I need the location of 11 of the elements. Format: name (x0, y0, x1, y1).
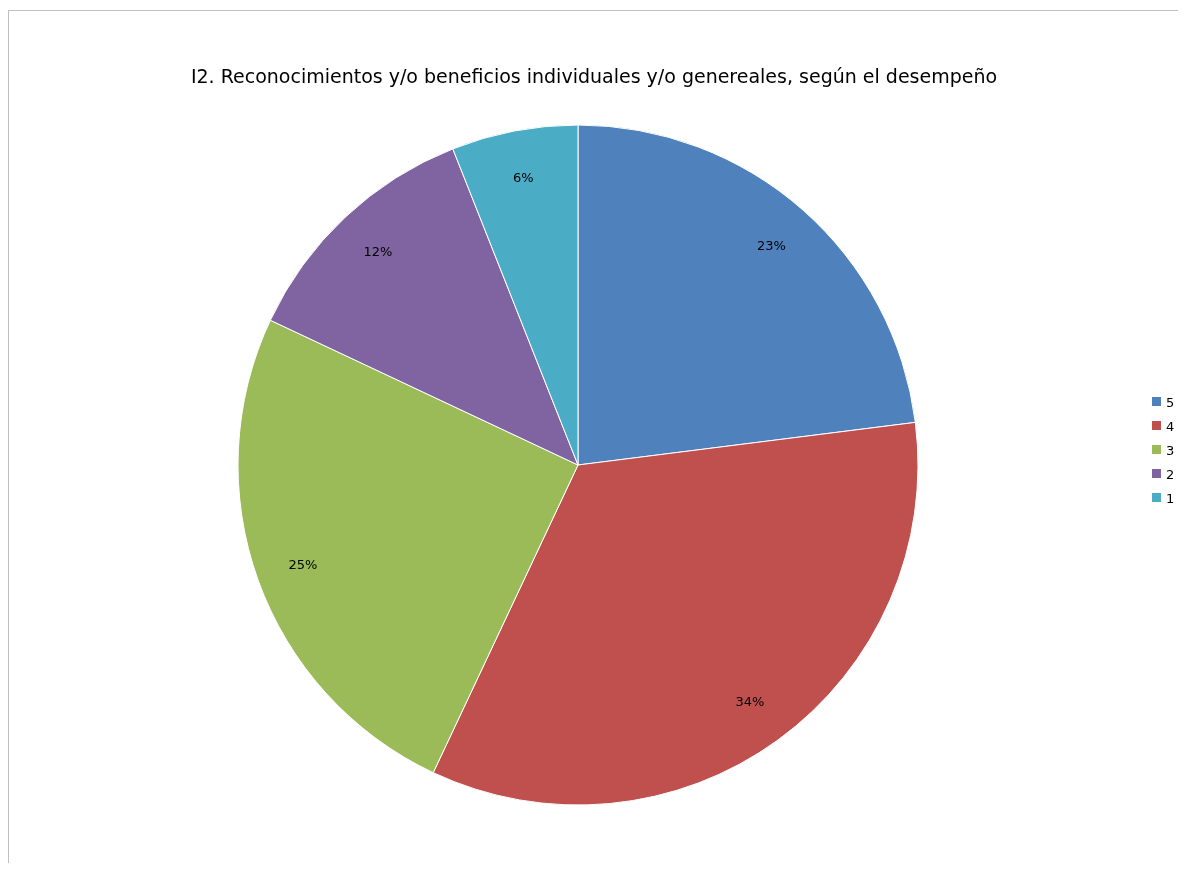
data-label: 34% (735, 694, 765, 710)
legend-label: 2 (1166, 466, 1175, 482)
data-label: 23% (756, 238, 786, 254)
legend-label: 3 (1166, 442, 1175, 458)
data-label: 12% (363, 244, 393, 260)
legend-label: 4 (1166, 418, 1175, 434)
chart-title: I2. Reconocimientos y/o beneficios individuales y/o genereales, según el desempeño (190, 65, 998, 87)
legend-label: 5 (1166, 394, 1175, 410)
legend-label: 1 (1166, 490, 1175, 506)
data-label: 6% (512, 170, 534, 186)
data-label: 25% (288, 556, 318, 572)
